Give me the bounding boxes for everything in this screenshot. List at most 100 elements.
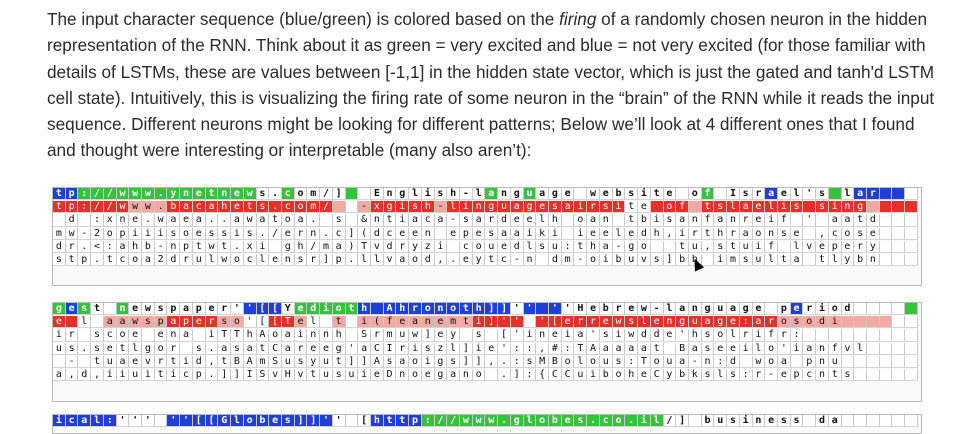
input-char-cell: a [485,188,499,201]
predicted-char-cell: e [650,316,664,329]
predicted-char-cell: - [510,253,524,267]
predicted-char-cell: o [281,214,295,227]
predicted-char-cell: H [281,368,295,382]
predicted-char-cell: n [307,227,321,240]
predicted-char-cell: b [676,368,689,382]
predicted-char-cell: - [78,227,92,240]
predicted-char-cell: a [243,342,257,355]
input-char-cell: l [841,188,855,201]
predicted-char-cell: - [434,201,448,214]
predicted-char-cell: v [142,355,155,368]
predicted-char-cell: p [78,253,92,267]
input-char-cell: [ [256,303,270,316]
predicted-char-cell: w [116,201,130,214]
predicted-char-cell: h [218,201,232,214]
input-char-cell: e [765,415,778,428]
input-char-cell: w [142,303,155,316]
input-char-cell: u [523,188,537,201]
predicted-char-cell: u [53,342,66,355]
predicted-char-cell: d [498,214,511,227]
predicted-char-cell [803,227,817,240]
predicted-char-cell: a [752,316,766,329]
predicted-char-cell [867,342,880,355]
input-char-cell: f [701,188,715,201]
predicted-char-cell: f [765,240,778,253]
predicted-char-cell [790,214,804,227]
predicted-char-cell: n [116,214,130,227]
predicted-char-cell: u [192,253,206,267]
predicted-char-cell: A [243,355,257,368]
predicted-char-cell: ' [676,329,689,342]
predicted-char-cell: m [320,240,333,253]
input-char-cell: b [612,188,626,201]
predicted-char-cell: e [663,329,677,342]
input-char-cell: n [383,188,397,201]
predicted-char-cell: : [739,368,753,382]
predicted-char-cell: A [587,342,600,355]
predicted-char-cell: # [549,342,562,355]
predicted-char-cell: t [828,368,842,382]
predicted-char-cell: u [739,240,753,253]
input-char-cell: h [358,303,371,316]
predicted-char-cell [841,316,855,329]
predicted-char-cell: a [218,342,232,355]
predicted-char-cell: [ [256,316,270,329]
predicted-char-cell: b [612,253,626,267]
predicted-char-cell: S [269,355,282,368]
predicted-char-cell: a [358,342,371,355]
predicted-char-cell: f [676,201,689,214]
predicted-char-cell: l [714,368,728,382]
predicted-char-cell: . [231,240,244,253]
input-char-cell: l [523,415,537,428]
intro-paragraph: The input character sequence (blue/green… [47,6,937,164]
predicted-char-cell: i [434,240,448,253]
predicted-char-cell: : [91,214,104,227]
predicted-char-cell: ] [358,355,371,368]
predicted-char-cell: o [129,253,143,267]
predicted-char-cell [905,214,918,227]
predicted-char-cell: . [320,227,333,240]
predicted-char-cell [905,355,918,368]
predicted-char-cell: n [523,253,537,267]
predicted-char-cell: v [638,253,651,267]
paragraph-emphasis: firing [559,9,597,29]
predicted-char-cell: / [269,227,282,240]
input-char-cell [574,188,588,201]
predicted-char-cell [78,329,92,342]
predicted-char-cell: s [727,368,740,382]
predicted-char-cell: a [409,316,422,329]
input-char-cell: . [625,415,639,428]
input-char-cell: ' [510,303,524,316]
predicted-char-cell: e [599,227,613,240]
predicted-char-cell [879,368,893,382]
predicted-char-cell: e [460,253,473,267]
input-char-cell: r [612,303,626,316]
input-char-cell: s [256,188,270,201]
predicted-char-cell: n [281,253,295,267]
predicted-char-cell: t [676,240,689,253]
predicted-char-cell: l [256,253,270,267]
predicted-char-cell: y [409,240,422,253]
predicted-char-cell: p [192,368,206,382]
predicted-char-cell: r [154,355,168,368]
predicted-char-cell: s [625,316,639,329]
predicted-char-cell: s [472,329,486,342]
input-char-cell: w [243,188,257,201]
input-char-cell: e [777,188,791,201]
input-char-cell: g [739,303,753,316]
predicted-char-cell: : [523,342,537,355]
predicted-char-cell: i [460,201,473,214]
predicted-char-cell: a [739,227,753,240]
predicted-char-cell: l [612,227,626,240]
predicted-char-cell: i [574,201,588,214]
input-char-cell: i [638,415,651,428]
input-char-cell: - [650,303,664,316]
input-char-cell: m [307,188,321,201]
predicted-char-cell: a [167,214,181,227]
predicted-char-cell [867,329,880,342]
predicted-char-cell: e [638,368,651,382]
predicted-char-cell: a [396,253,410,267]
predicted-char-cell [854,316,867,329]
